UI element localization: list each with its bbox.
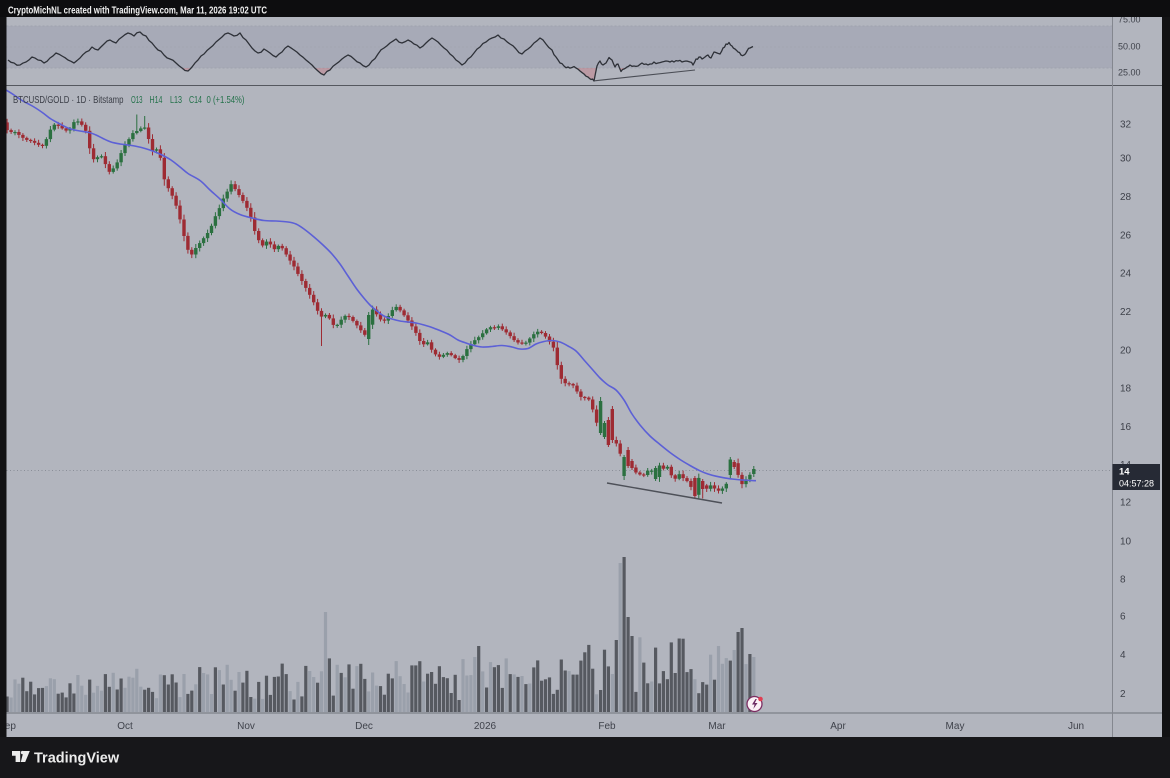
svg-text:Mar: Mar	[708, 721, 726, 732]
svg-text:12: 12	[1120, 498, 1132, 509]
svg-text:16: 16	[1120, 422, 1132, 433]
svg-text:10: 10	[1120, 537, 1132, 548]
svg-text:2026: 2026	[474, 721, 497, 732]
svg-text:8: 8	[1120, 575, 1126, 586]
svg-text:30: 30	[1120, 154, 1132, 165]
svg-text:May: May	[946, 721, 965, 732]
svg-text:28: 28	[1120, 192, 1132, 203]
svg-text:6: 6	[1120, 612, 1126, 623]
svg-text:4: 4	[1120, 650, 1126, 661]
svg-text:H14: H14	[150, 94, 163, 106]
svg-text:26: 26	[1120, 231, 1132, 242]
svg-text:O13: O13	[131, 94, 143, 106]
svg-text:25.00: 25.00	[1118, 68, 1141, 78]
svg-text:Nov: Nov	[237, 721, 255, 732]
svg-text:Dec: Dec	[355, 721, 373, 732]
svg-text:Jun: Jun	[1068, 721, 1084, 732]
svg-text:Feb: Feb	[598, 721, 616, 732]
svg-text:04:57:28: 04:57:28	[1119, 479, 1154, 489]
svg-text:24: 24	[1120, 269, 1132, 280]
svg-text:Apr: Apr	[830, 721, 846, 732]
svg-text:20: 20	[1120, 346, 1132, 357]
svg-text:14: 14	[1119, 467, 1130, 478]
svg-text:22: 22	[1120, 307, 1132, 318]
svg-text:18: 18	[1120, 384, 1132, 395]
svg-text:75.00: 75.00	[1118, 15, 1141, 25]
svg-text:TradingView: TradingView	[34, 751, 120, 767]
svg-text:CryptoMichNL created with Trad: CryptoMichNL created with TradingView.co…	[8, 6, 267, 17]
svg-text:BTCUSD/GOLD · 1D · Bitstamp: BTCUSD/GOLD · 1D · Bitstamp	[13, 94, 124, 106]
svg-text:32: 32	[1120, 120, 1132, 131]
svg-text:Sep: Sep	[0, 721, 16, 732]
svg-text:C14: C14	[189, 94, 202, 106]
svg-text:2: 2	[1120, 689, 1126, 700]
svg-text:L13: L13	[170, 94, 182, 106]
svg-text:0 (+1.54%): 0 (+1.54%)	[207, 94, 245, 106]
svg-text:Oct: Oct	[117, 721, 133, 732]
svg-text:50.00: 50.00	[1118, 42, 1141, 52]
